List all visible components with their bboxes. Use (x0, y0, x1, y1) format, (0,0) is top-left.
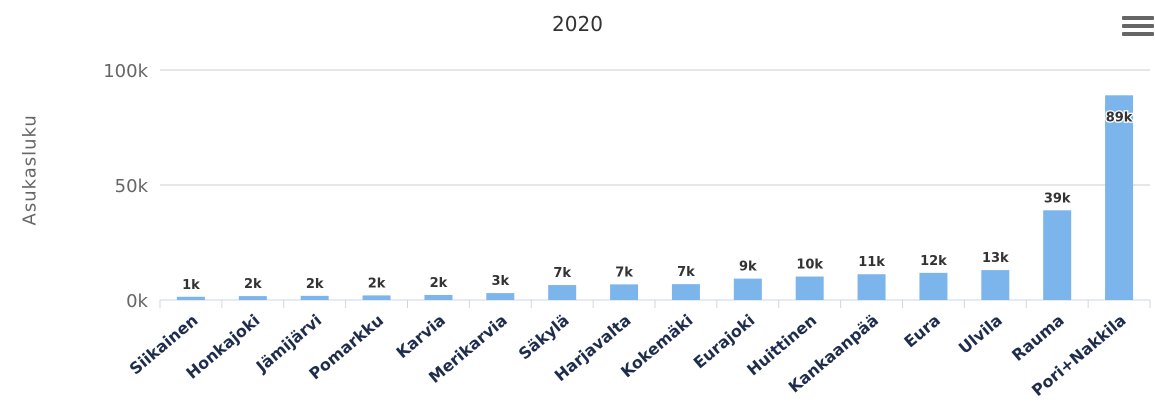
data-label: 1k (182, 278, 200, 293)
x-category-label: Ulvila (955, 311, 1006, 358)
bar (362, 295, 391, 300)
data-label: 39k (1044, 191, 1071, 206)
y-tick-label: 0k (126, 291, 148, 312)
data-label: 12k (920, 254, 947, 269)
bar (424, 294, 453, 300)
bar (671, 284, 700, 300)
data-label: 10k (796, 258, 823, 273)
bar (733, 278, 762, 300)
data-label: 7k (553, 266, 571, 281)
data-label: 9k (739, 260, 757, 275)
data-label: 2k (306, 277, 324, 292)
bar (176, 296, 205, 300)
data-label: 7k (615, 265, 633, 280)
bar (857, 274, 886, 300)
x-category-label: Rauma (1008, 311, 1068, 365)
data-label: 89k (1106, 110, 1133, 125)
data-label: 2k (430, 276, 448, 291)
data-label: 7k (677, 265, 695, 280)
data-label: 3k (491, 274, 509, 289)
chart-title: 2020 (552, 12, 603, 36)
y-tick-label: 50k (115, 176, 149, 197)
x-category-label: Karvia (393, 311, 449, 363)
data-label: 11k (858, 255, 885, 270)
bar (981, 270, 1010, 300)
x-category-label: Säkylä (515, 311, 573, 364)
bar (1043, 210, 1072, 300)
bar (548, 285, 577, 300)
bar (486, 293, 515, 300)
bar (1105, 95, 1134, 300)
x-category-label: Eura (900, 311, 944, 352)
y-tick-label: 100k (103, 61, 148, 82)
hamburger-menu-icon[interactable] (1122, 16, 1154, 40)
bar (300, 295, 329, 300)
bar (795, 276, 824, 300)
bar (610, 284, 639, 300)
bar (238, 296, 267, 300)
bar (919, 272, 948, 300)
data-label: 2k (368, 276, 386, 291)
data-label: 13k (982, 251, 1009, 266)
data-label: 2k (244, 277, 262, 292)
